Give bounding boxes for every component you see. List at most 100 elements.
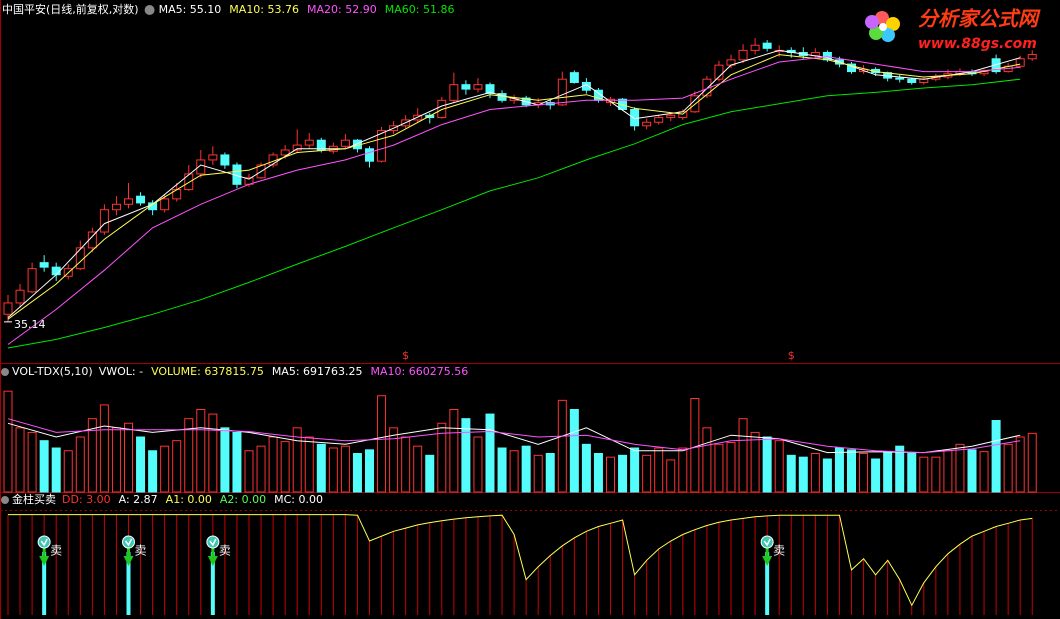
volume-bar (847, 449, 856, 493)
volume-bar (545, 453, 555, 493)
volume-bar (943, 450, 953, 493)
volume-bar (63, 450, 73, 493)
volume-bar (425, 454, 435, 493)
candle-body (208, 154, 218, 161)
signal-bar (126, 552, 131, 615)
candle-body (738, 49, 748, 61)
candle-body (39, 262, 49, 268)
candle-body (437, 99, 447, 119)
volume-bar (220, 427, 230, 493)
ma-line (7, 56, 1021, 345)
volume-bar (75, 436, 85, 493)
volume-bar (919, 456, 929, 493)
candle-body (569, 72, 579, 83)
signal-bar (765, 552, 770, 615)
candle-body (365, 148, 374, 162)
volume-bar (304, 436, 314, 493)
panel-title: 金柱买卖 (12, 492, 56, 506)
volume-bar (834, 447, 844, 493)
volume-bar (738, 418, 748, 493)
volume-bar (967, 449, 977, 493)
volume-bar (822, 458, 832, 493)
candle-body (618, 98, 628, 110)
candle-body (485, 84, 495, 95)
event-marker: $ (788, 349, 795, 362)
volume-bar (859, 453, 869, 493)
volume-bar (136, 436, 146, 493)
candle-body (630, 108, 640, 127)
volume-bar (401, 436, 411, 493)
candle-body (99, 209, 109, 233)
candle-body (449, 84, 459, 101)
volume-bar (39, 440, 49, 493)
header-field: VOLUME: 637815.75 (151, 365, 264, 378)
logo (865, 11, 900, 42)
volume-bar (871, 458, 881, 493)
volume-bar (328, 447, 338, 493)
volume-bar (160, 445, 170, 493)
volume-bar (244, 450, 254, 493)
volume-bar (1015, 436, 1025, 493)
header-field: A2: 0.00 (220, 493, 266, 506)
volume-bar (762, 436, 772, 493)
volume-bar (87, 418, 97, 493)
volume-bar (774, 440, 784, 493)
volume-bar (473, 436, 483, 493)
volume-bar (232, 431, 242, 493)
legend-entry: MA10: 53.76 (229, 3, 299, 16)
candle-body (3, 302, 13, 315)
volume-bar (702, 427, 712, 493)
candle-body (1015, 58, 1025, 67)
volume-bar (810, 453, 820, 493)
candle-body (991, 58, 1001, 73)
volume-bar (449, 409, 459, 493)
signal-stem (211, 548, 215, 557)
signal-check (40, 538, 48, 547)
volume-bar (184, 418, 194, 493)
volume-bar (750, 431, 760, 493)
volume-bar (606, 456, 615, 493)
volume-bar (521, 445, 531, 493)
signal-bar (210, 552, 215, 615)
header-field: A: 2.87 (119, 493, 158, 506)
signal-arrow (123, 556, 134, 566)
candle-body (111, 203, 121, 211)
volume-bar (340, 445, 350, 493)
candle-body (666, 114, 676, 119)
event-marker: $ (402, 349, 409, 362)
signal-stem (127, 548, 130, 557)
volume-bar (99, 404, 109, 493)
volume-bar (690, 398, 700, 493)
candle-body (15, 289, 25, 304)
ma-line (7, 54, 1021, 320)
candle-body (27, 268, 37, 293)
candle-body (473, 84, 483, 90)
volume-bar (27, 431, 37, 493)
signal-label: 卖 (50, 544, 62, 558)
candle-body (642, 121, 652, 127)
candle-body (316, 139, 326, 151)
volume-bar (678, 447, 688, 493)
ma-line (7, 49, 1021, 318)
indicator-line (8, 514, 1033, 607)
volume-bar (895, 445, 905, 493)
volume-bar (461, 418, 471, 493)
signal-label: 卖 (135, 544, 147, 558)
volume-bar (557, 399, 567, 493)
volume-bar (618, 454, 628, 493)
volume-bar (798, 456, 808, 493)
candle-body (124, 198, 133, 205)
volume-bar (991, 420, 1001, 493)
volume-bar (979, 451, 989, 493)
candle-body (750, 44, 760, 51)
candle-body (51, 266, 61, 276)
header-field: DD: 3.00 (62, 493, 111, 506)
low-marker-label: 35.14 (14, 318, 46, 331)
volume-bar (15, 427, 25, 493)
candle-body (714, 64, 724, 80)
volume-bar (437, 422, 447, 493)
volume-bar (1027, 432, 1037, 493)
candle-body (907, 78, 917, 83)
signal-bar (42, 552, 47, 615)
